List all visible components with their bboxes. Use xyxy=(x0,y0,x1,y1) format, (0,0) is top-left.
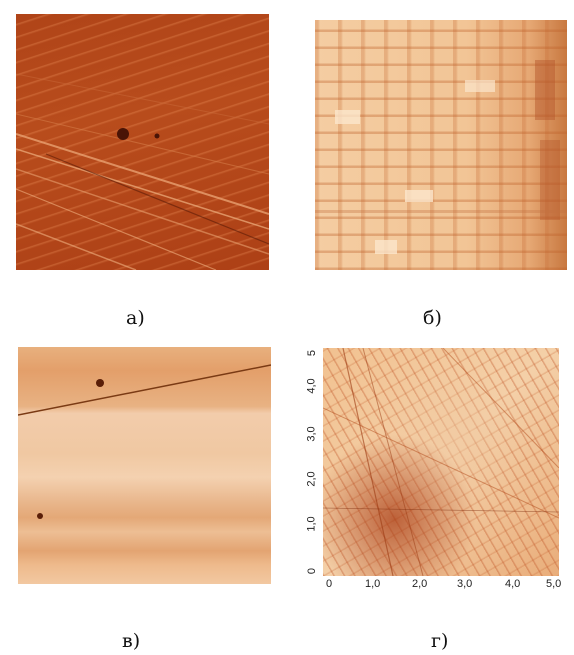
y-tick-label: 5 xyxy=(306,349,319,357)
caption-b: б) xyxy=(423,307,442,329)
afm-image-v xyxy=(18,347,271,584)
x-tick-label: 3,0 xyxy=(457,578,473,590)
x-tick-label: 4,0 xyxy=(505,578,521,590)
caption-v: в) xyxy=(122,630,141,652)
y-tick-label: 2,0 xyxy=(305,471,318,487)
y-tick-label: 3,0 xyxy=(305,426,318,442)
afm-image-b xyxy=(315,20,567,270)
x-tick-label: 5,0 xyxy=(546,578,562,590)
y-tick-label: 1,0 xyxy=(305,516,318,532)
caption-g: г) xyxy=(431,630,449,652)
x-tick-label: 0 xyxy=(326,578,333,590)
caption-a: а) xyxy=(126,307,145,329)
y-tick-label: 0 xyxy=(306,567,319,575)
afm-image-a xyxy=(16,14,269,270)
afm-image-g xyxy=(323,348,559,576)
x-tick-label: 2,0 xyxy=(412,578,428,590)
y-tick-label: 4,0 xyxy=(305,378,318,394)
x-tick-label: 1,0 xyxy=(365,578,381,590)
